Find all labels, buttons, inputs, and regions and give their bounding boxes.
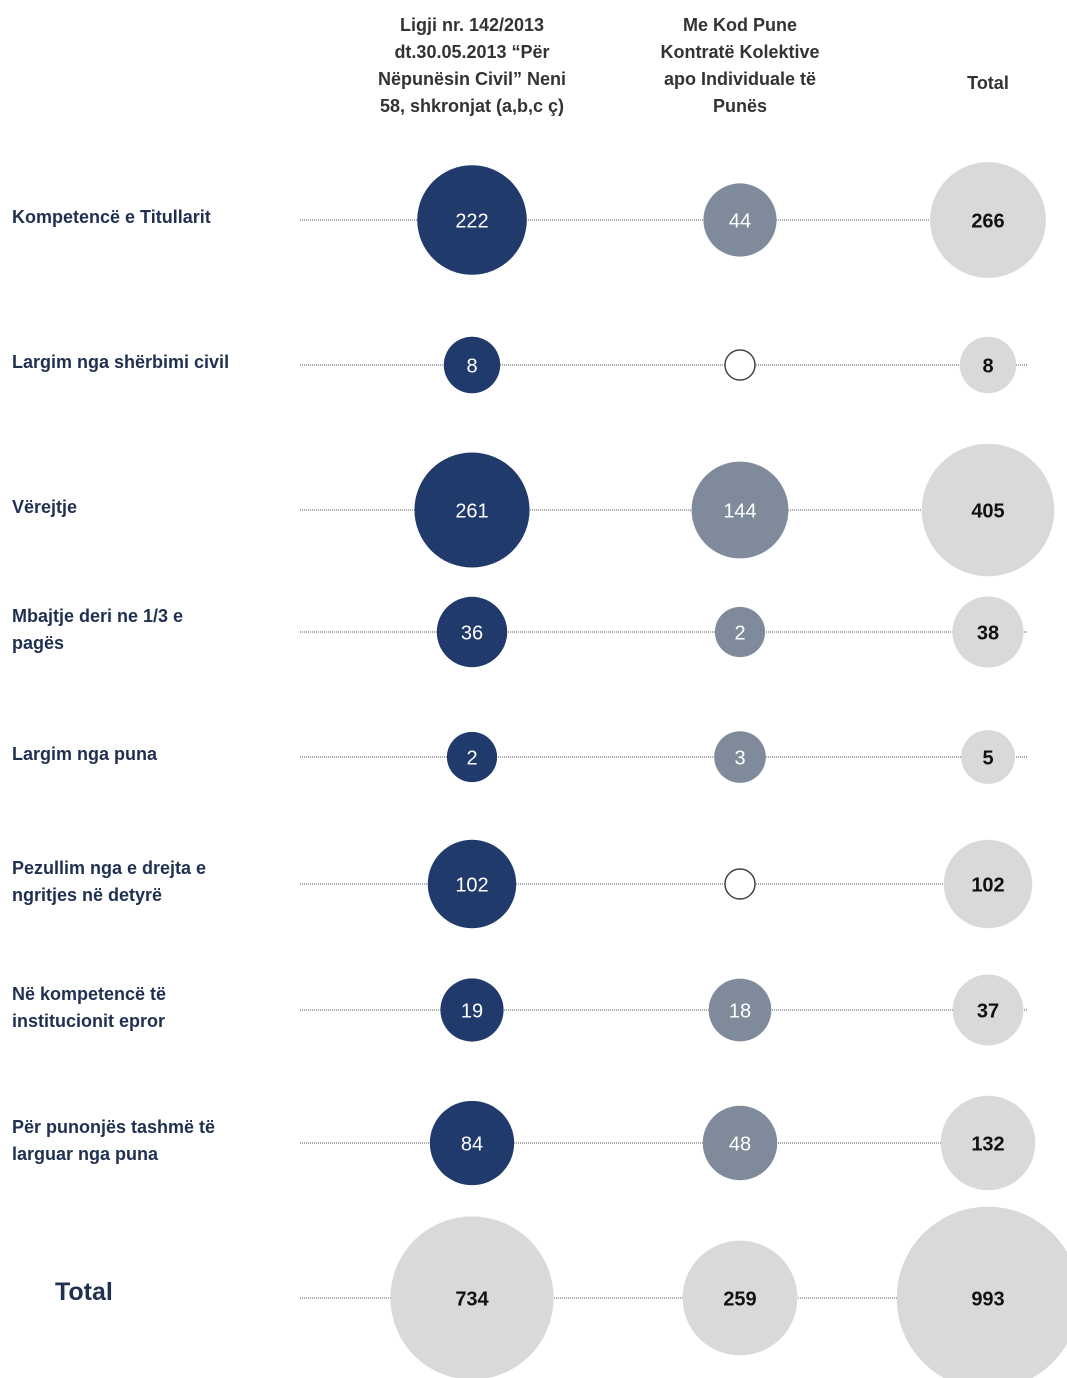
text-line: Total: [967, 73, 1009, 93]
bubble-value: 8: [982, 355, 993, 377]
text-line: Në kompetencë të: [12, 984, 167, 1004]
bubble: [896, 1206, 1067, 1378]
bubble: [390, 1216, 554, 1378]
text-line: Me Kod Pune: [682, 15, 797, 35]
text-line: apo Individuale të: [663, 69, 817, 89]
bubble: [961, 730, 1015, 784]
bubble-value: 48: [729, 1133, 751, 1155]
bubble: [682, 1240, 798, 1356]
column-header: Ligji nr. 142/2013 dt.30.05.2013 “Për Nëpu…: [342, 12, 602, 120]
empty-bubble: [724, 868, 756, 900]
bubble-value: 44: [729, 210, 751, 232]
bubble-value: 132: [971, 1133, 1004, 1155]
bubble: [714, 731, 766, 783]
row-label: Vërejtje: [12, 494, 77, 521]
text-line: Ligji nr. 142/2013: [399, 15, 545, 35]
bubble-value: 84: [461, 1133, 483, 1155]
bubble-value: 405: [971, 500, 1004, 522]
bubble: [417, 165, 527, 275]
row-label: Pezullim nga e drejta e ngritjes në detyr…: [12, 855, 206, 909]
bubble-value: 37: [977, 1000, 999, 1022]
text-line: Nëpunësin Civil” Neni: [377, 69, 567, 89]
bubble-value: 8: [466, 355, 477, 377]
bubble: [930, 162, 1046, 278]
text-line: 58, shkronjat (a,b,c ç): [379, 96, 565, 116]
bubble: [703, 183, 777, 257]
bubble-value: 144: [723, 500, 756, 522]
bubble-value: 19: [461, 1000, 483, 1022]
bubble-value: 993: [971, 1288, 1004, 1310]
bubble-value: 102: [455, 874, 488, 896]
bubble-value: 259: [723, 1288, 756, 1310]
bubble-value: 36: [461, 622, 483, 644]
bubble: [959, 336, 1017, 394]
bubble: [952, 596, 1024, 668]
text-line: institucionit epror: [12, 1011, 165, 1031]
bubble-value: 102: [971, 874, 1004, 896]
bubble-value: 261: [455, 500, 488, 522]
bubble-value: 2: [734, 622, 745, 644]
text-line: dt.30.05.2013 “Për: [394, 42, 550, 62]
row-label: Kompetencë e Titullarit: [12, 204, 211, 231]
text-line: ngritjes në detyrë: [12, 885, 163, 905]
row-label: Për punonjës tashmë të larguar nga puna: [12, 1114, 215, 1168]
bubble: [436, 596, 508, 668]
text-line: Kompetencë e Titullarit: [12, 207, 211, 227]
text-line: Mbajtje deri ne 1/3 e: [12, 606, 184, 626]
bubble: [414, 452, 530, 568]
text-line: Largim nga shërbimi civil: [12, 352, 230, 372]
bubble: [940, 1095, 1036, 1191]
text-line: Total: [55, 1278, 113, 1306]
text-line: Kontratë Kolektive: [660, 42, 820, 62]
text-line: larguar nga puna: [12, 1144, 159, 1164]
bubble-value: 2: [466, 747, 477, 769]
bubble-value: 734: [455, 1288, 489, 1310]
bubble: [708, 978, 772, 1042]
bubble-value: 222: [455, 210, 488, 232]
column-header: Total: [858, 70, 1067, 97]
bubble: [702, 1105, 778, 1181]
row-label: Largim nga shërbimi civil: [12, 349, 229, 376]
bubble: [440, 978, 504, 1042]
bubble: [921, 443, 1055, 577]
bubble: [714, 606, 766, 658]
text-line: Pezullim nga e drejta e: [12, 858, 207, 878]
row-label: Largim nga puna: [12, 741, 157, 768]
empty-bubble: [724, 349, 756, 381]
bubble: [952, 974, 1024, 1046]
bubble: [446, 731, 498, 783]
bubble: [427, 839, 517, 929]
bubble: [443, 336, 501, 394]
bubble: [429, 1100, 515, 1186]
row-label: Në kompetencë të institucionit epror: [12, 981, 166, 1035]
text-line: Për punonjës tashmë të: [12, 1117, 216, 1137]
bubble-value: 38: [977, 622, 999, 644]
row-label: Mbajtje deri ne 1/3 e pagës: [12, 603, 183, 657]
bubble: [691, 461, 789, 559]
bubble-value: 3: [734, 747, 745, 769]
bubble-value: 5: [982, 747, 993, 769]
bubble-value: 18: [729, 1000, 751, 1022]
bubble: [943, 839, 1033, 929]
text-line: pagës: [12, 633, 65, 653]
text-line: Punës: [712, 96, 768, 116]
text-line: Vërejtje: [12, 497, 78, 517]
bubble-value: 266: [971, 210, 1004, 232]
text-line: Largim nga puna: [12, 744, 158, 764]
total-label: Total: [55, 1276, 113, 1308]
column-header: Me Kod Pune Kontratë Kolektive apo Individ…: [610, 12, 870, 120]
